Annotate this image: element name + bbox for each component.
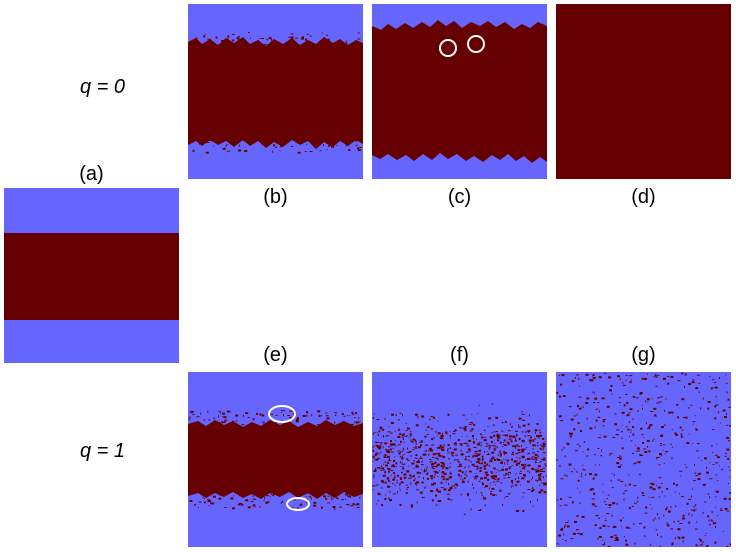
- marker-ellipse: [286, 497, 310, 511]
- panel-label-f: (f): [450, 344, 469, 366]
- panel-e: [188, 372, 363, 547]
- panel-d: [556, 4, 731, 179]
- panel-c: [372, 4, 547, 179]
- panel-label-e: (e): [263, 344, 288, 366]
- marker-circle: [467, 35, 485, 53]
- panel-f: [372, 372, 547, 547]
- panel-label-c: (c): [447, 186, 472, 208]
- panel-a: [4, 188, 179, 363]
- marker-ellipse: [268, 405, 296, 423]
- marker-circle: [439, 39, 457, 57]
- row-label-q1: q = 1: [80, 440, 126, 462]
- panel-b: [188, 4, 363, 179]
- panel-label-g: (g): [631, 344, 656, 366]
- panel-label-d: (d): [631, 186, 656, 208]
- panel-label-a: (a): [79, 163, 104, 185]
- row-label-q0: q = 0: [80, 76, 126, 98]
- panel-g: [556, 372, 731, 547]
- panel-label-b: (b): [263, 186, 288, 208]
